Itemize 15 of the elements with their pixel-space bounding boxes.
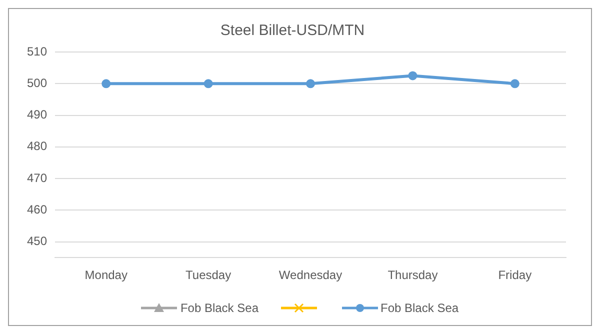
x-tick-label: Tuesday: [186, 268, 232, 282]
x-tick-label: Wednesday: [278, 268, 342, 282]
x-tick-label: Monday: [84, 268, 128, 282]
y-tick-label: 480: [26, 139, 48, 154]
chart-title: Steel Billet-USD/MTN: [220, 22, 365, 40]
y-tick-label: 490: [26, 108, 48, 122]
y-tick-label: 470: [26, 170, 48, 185]
legend-label: Fob Black Sea: [180, 301, 258, 315]
y-tick-label: 460: [26, 202, 48, 216]
x-tick-label: Friday: [498, 268, 532, 282]
y-tick-label: 450: [26, 234, 48, 248]
y-tick-label: 510: [26, 44, 48, 58]
legend-label: Fob Black Sea: [380, 301, 459, 315]
x-tick-label: Thursday: [388, 268, 438, 282]
y-tick-label: 500: [26, 76, 48, 90]
